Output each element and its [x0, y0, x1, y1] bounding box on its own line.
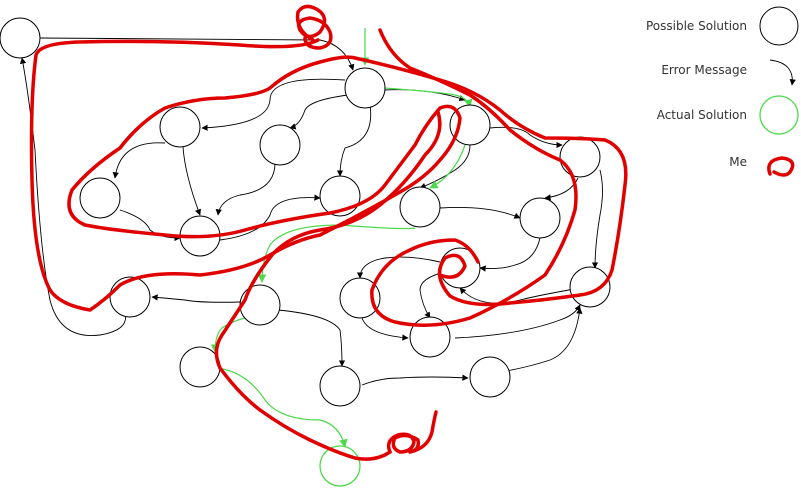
- error-arrow: [356, 256, 441, 279]
- legend-me-icon: [767, 156, 795, 177]
- error-arrow: [439, 206, 521, 219]
- node: [0, 17, 41, 59]
- error-arrow: [459, 287, 581, 304]
- node: [519, 197, 561, 239]
- error-arrow: [39, 37, 355, 71]
- error-arrow: [336, 104, 372, 177]
- legend-arrow-icon: [769, 59, 796, 86]
- error-arrow: [544, 177, 579, 201]
- error-arrow: [454, 304, 581, 339]
- legend-label-me: Me: [729, 155, 747, 169]
- error-arrow: [289, 94, 349, 130]
- legend-label-possible-solution: Possible Solution: [646, 19, 747, 33]
- node: [239, 284, 281, 326]
- legend-node-icon: [759, 6, 799, 46]
- legend-label-error-message: Error Message: [661, 63, 747, 77]
- solution-arrow: [214, 367, 348, 448]
- error-arrow: [361, 317, 409, 341]
- error-arrow: [219, 194, 321, 241]
- node: [559, 136, 601, 178]
- node: [159, 106, 201, 148]
- error-arrow: [215, 162, 276, 216]
- error-arrow: [182, 146, 201, 216]
- legend-solution-icon: [759, 95, 799, 135]
- node: [319, 365, 361, 407]
- error-arrow: [201, 78, 346, 131]
- node: [259, 124, 301, 166]
- error-arrow: [119, 209, 181, 242]
- error-arrow: [151, 294, 241, 303]
- node: [399, 186, 441, 228]
- solution-arrow: [383, 87, 473, 108]
- solution-path: [210, 28, 473, 448]
- node: [339, 277, 381, 319]
- node: [409, 316, 451, 358]
- solution-arrow: [429, 144, 466, 189]
- error-arrow: [591, 169, 603, 269]
- error-arrow: [112, 142, 166, 179]
- me-path: [29, 4, 628, 461]
- node: [469, 356, 511, 398]
- node: [79, 177, 121, 219]
- node: [179, 346, 221, 388]
- error-arrow: [479, 237, 541, 272]
- node: [109, 276, 151, 318]
- solution-arrow: [257, 224, 416, 283]
- error-arrow: [361, 374, 469, 386]
- node: [569, 266, 611, 308]
- solution-arrow: [210, 317, 246, 353]
- node: [344, 67, 386, 109]
- legend-label-actual-solution: Actual Solution: [657, 108, 747, 122]
- error-arrow: [277, 309, 346, 367]
- error-arrow: [419, 271, 446, 319]
- legend: Possible Solution Error Message Actual S…: [646, 6, 799, 177]
- solution-nodes: [0, 17, 611, 487]
